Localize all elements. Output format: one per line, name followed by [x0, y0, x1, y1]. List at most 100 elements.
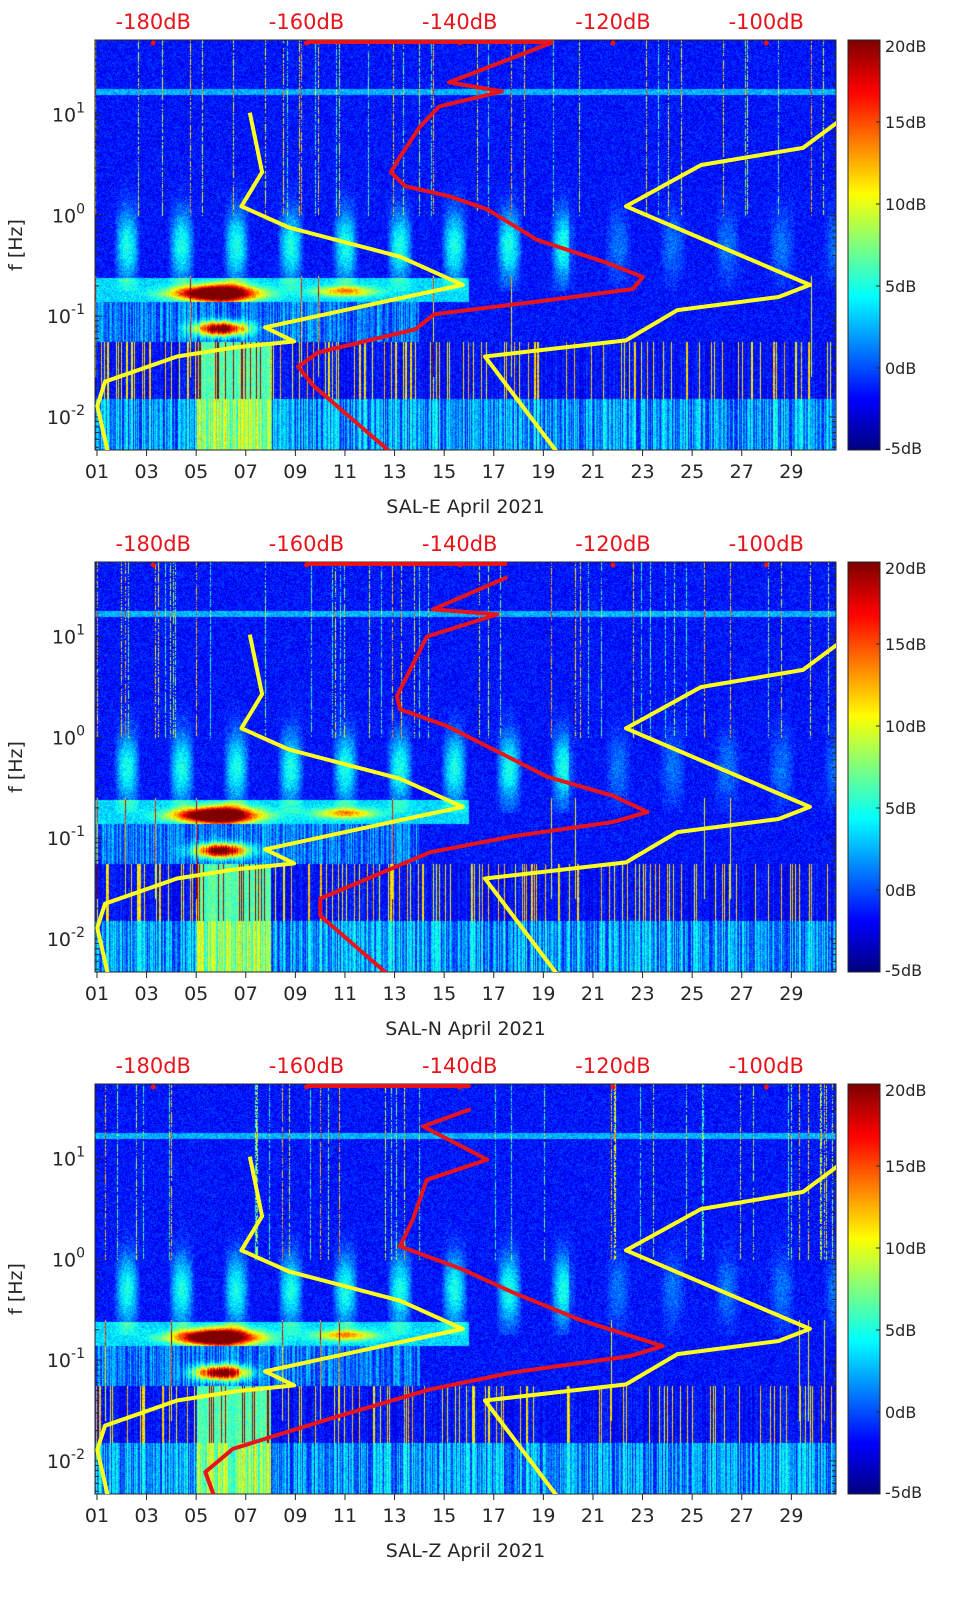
x-tick-label: 27 [730, 461, 754, 483]
x-axis-label: SAL-E April 2021 [386, 496, 544, 518]
colorbar-tick-label: 20dB [885, 559, 927, 578]
y-tick-label: 101 [52, 1145, 85, 1171]
x-tick-label: 05 [184, 461, 208, 483]
colorbar-2 [848, 562, 880, 972]
top-db-tick-label: -140dB [422, 10, 497, 34]
nhnm-curve [483, 1164, 836, 1494]
x-tick-label: 21 [581, 983, 605, 1005]
colorbar-tick-label: 15dB [885, 113, 927, 132]
y-tick-label: 10-1 [47, 824, 85, 850]
x-tick-label: 15 [432, 1505, 456, 1527]
x-tick-label: 11 [333, 983, 357, 1005]
top-db-tick-label: -140dB [422, 1054, 497, 1078]
top-tick-marker [150, 1084, 156, 1090]
y-tick-label: 10-2 [47, 1447, 85, 1473]
colorbar-tick-label: -5dB [885, 439, 922, 458]
x-tick-label: 15 [432, 983, 456, 1005]
x-tick-label: 23 [630, 461, 654, 483]
x-tick-label: 01 [85, 461, 109, 483]
top-tick-marker [763, 562, 769, 568]
nhnm-curve [483, 120, 836, 450]
y-tick-label: 101 [52, 101, 85, 127]
x-tick-label: 01 [85, 983, 109, 1005]
x-tick-label: 03 [134, 983, 158, 1005]
x-tick-label: 11 [333, 1505, 357, 1527]
x-tick-label: 25 [680, 1505, 704, 1527]
top-db-tick-label: -180dB [116, 532, 191, 556]
top-tick-marker [763, 1084, 769, 1090]
x-tick-label: 07 [234, 461, 258, 483]
top-db-tick-label: -100dB [729, 1054, 804, 1078]
top-db-tick-label: -140dB [422, 532, 497, 556]
colorbar-1 [848, 40, 880, 450]
colorbar-tick-label: 20dB [885, 1081, 927, 1100]
colorbar-frame [847, 1083, 881, 1495]
top-db-tick-label: -180dB [116, 1054, 191, 1078]
x-tick-label: 23 [630, 983, 654, 1005]
x-tick-label: 19 [531, 461, 555, 483]
x-tick-label: 19 [531, 983, 555, 1005]
colorbar-tick-label: 15dB [885, 635, 927, 654]
x-axis-label: SAL-Z April 2021 [386, 1540, 545, 1562]
nhnm-curve [483, 642, 836, 972]
median-psd-curve [318, 575, 650, 972]
top-tick-marker [150, 562, 156, 568]
x-tick-label: 05 [184, 983, 208, 1005]
plot-frame [94, 1083, 837, 1495]
x-tick-label: 13 [382, 1505, 406, 1527]
x-tick-label: 05 [184, 1505, 208, 1527]
y-tick-label: 101 [52, 623, 85, 649]
x-tick-label: 01 [85, 1505, 109, 1527]
x-tick-label: 13 [382, 461, 406, 483]
colorbar-tick-label: -5dB [885, 961, 922, 980]
top-tick-marker [610, 1084, 616, 1090]
colorbar-frame [847, 561, 881, 973]
top-tick-marker [150, 40, 156, 46]
y-tick-label: 10-1 [47, 1346, 85, 1372]
nlnm-curve [95, 634, 465, 972]
x-tick-label: 07 [234, 983, 258, 1005]
y-tick-label: 10-2 [47, 925, 85, 951]
colorbar-frame [847, 39, 881, 451]
top-db-tick-label: -160dB [269, 1054, 344, 1078]
top-db-tick-label: -180dB [116, 10, 191, 34]
x-tick-label: 21 [581, 1505, 605, 1527]
y-tick-label: 10-2 [47, 403, 85, 429]
top-db-tick-label: -100dB [729, 10, 804, 34]
top-db-tick-label: -160dB [269, 532, 344, 556]
x-tick-label: 27 [730, 1505, 754, 1527]
x-tick-label: 17 [482, 461, 506, 483]
x-tick-label: 15 [432, 461, 456, 483]
x-tick-label: 09 [283, 461, 307, 483]
median-psd-curve [203, 1107, 665, 1494]
top-tick-marker [610, 40, 616, 46]
y-axis-label: f [Hz] [5, 1263, 27, 1315]
x-tick-label: 09 [283, 983, 307, 1005]
nlnm-curve [95, 112, 465, 450]
x-tick-label: 29 [779, 983, 803, 1005]
colorbar-tick-label: 5dB [885, 1321, 916, 1340]
top-db-tick-label: -160dB [269, 10, 344, 34]
colorbar-tick-label: -5dB [885, 1483, 922, 1502]
top-db-tick-label: -120dB [575, 10, 650, 34]
colorbar-tick-label: 0dB [885, 359, 916, 378]
x-axis-label: SAL-N April 2021 [385, 1018, 546, 1040]
top-db-tick-label: -120dB [575, 532, 650, 556]
x-tick-label: 25 [680, 461, 704, 483]
top-tick-marker [763, 40, 769, 46]
colorbar-tick-label: 10dB [885, 717, 927, 736]
x-tick-label: 09 [283, 1505, 307, 1527]
colorbar-3 [848, 1084, 880, 1494]
y-tick-label: 10-1 [47, 302, 85, 328]
top-tick-marker [610, 562, 616, 568]
x-tick-label: 07 [234, 1505, 258, 1527]
colorbar-tick-label: 10dB [885, 195, 927, 214]
colorbar-tick-label: 20dB [885, 37, 927, 56]
x-tick-label: 29 [779, 461, 803, 483]
nlnm-curve [95, 1156, 465, 1494]
colorbar-tick-label: 10dB [885, 1239, 927, 1258]
x-tick-label: 11 [333, 461, 357, 483]
y-tick-label: 100 [52, 1245, 85, 1271]
x-tick-label: 27 [730, 983, 754, 1005]
x-tick-label: 29 [779, 1505, 803, 1527]
